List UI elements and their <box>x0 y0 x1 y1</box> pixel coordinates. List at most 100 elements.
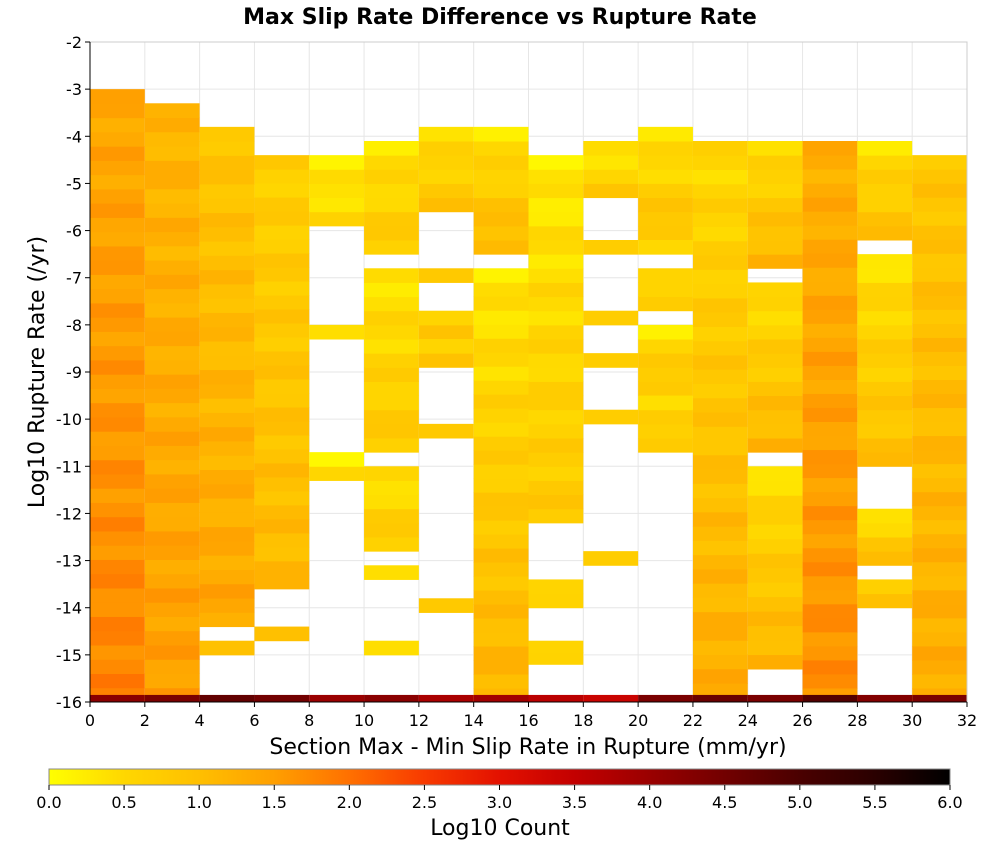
heatmap-cell <box>364 240 419 255</box>
heatmap-cell <box>144 416 200 432</box>
heatmap-cell <box>747 225 803 241</box>
heatmap-cell <box>418 339 474 354</box>
heatmap-cell <box>364 480 419 496</box>
heatmap-cell <box>692 683 748 698</box>
colorbar-tick-label: 5.5 <box>862 793 887 812</box>
heatmap-cell <box>857 268 913 283</box>
colorbar-tick-label: 1.0 <box>186 793 211 812</box>
heatmap-cell <box>528 593 584 609</box>
heatmap-cell <box>144 203 200 218</box>
heatmap-cell <box>857 225 913 241</box>
heatmap-cell <box>528 324 584 340</box>
heatmap-cell <box>638 324 693 340</box>
heatmap-cell <box>473 660 529 675</box>
heatmap-cell <box>364 155 419 170</box>
heatmap-cell <box>254 560 310 576</box>
x-tick-label: 16 <box>518 711 538 730</box>
heatmap-cell <box>144 302 200 318</box>
heatmap-cell <box>199 498 255 513</box>
heatmap-cell <box>473 506 529 521</box>
heatmap-cell <box>473 394 529 409</box>
heatmap-cell <box>199 398 255 413</box>
heatmap-cell <box>144 488 200 503</box>
heatmap-cell <box>199 326 255 342</box>
heatmap-cell <box>90 203 145 218</box>
y-tick-label: -5 <box>66 174 82 193</box>
heatmap-cell <box>857 155 913 170</box>
heatmap-cell <box>638 197 693 213</box>
x-tick-label: 24 <box>738 711 758 730</box>
heatmap-cell-bottom <box>583 694 639 702</box>
heatmap-cell <box>90 644 145 660</box>
heatmap-cell <box>199 640 255 656</box>
heatmap-cell <box>473 408 529 423</box>
heatmap-cell <box>747 480 803 496</box>
heatmap-cell <box>692 269 748 285</box>
heatmap-cell <box>144 359 200 375</box>
heatmap-cell <box>857 537 913 552</box>
heatmap-cell <box>912 225 967 240</box>
heatmap-cell <box>254 225 310 240</box>
heatmap-cell <box>802 225 858 240</box>
heatmap-cell <box>802 589 858 605</box>
heatmap-cell <box>912 435 967 451</box>
heatmap-cell <box>747 582 803 598</box>
x-tick-label: 32 <box>957 711 977 730</box>
heatmap-cell <box>802 603 858 619</box>
heatmap-cell <box>309 211 365 227</box>
heatmap-cell <box>802 239 858 254</box>
x-axis-label: Section Max - Min Slip Rate in Rupture (… <box>269 735 786 760</box>
heatmap-cell <box>747 538 803 554</box>
colorbar-tick-label: 4.5 <box>712 793 737 812</box>
heatmap-cell <box>638 282 693 298</box>
heatmap-cell <box>528 268 584 283</box>
heatmap-cell <box>912 323 967 338</box>
heatmap-cell-bottom <box>364 694 419 702</box>
heatmap-cell <box>857 579 913 595</box>
heatmap-cell <box>802 659 858 675</box>
heatmap-cell <box>583 240 639 255</box>
heatmap-cell <box>912 337 967 352</box>
y-tick-label: -12 <box>56 504 82 523</box>
heatmap-cell <box>747 423 803 439</box>
heatmap-cell <box>747 611 803 627</box>
heatmap-cell <box>912 295 967 310</box>
heatmap-cell <box>199 169 255 185</box>
heatmap-cell <box>144 616 200 632</box>
heatmap-cell <box>528 197 584 213</box>
heatmap-cell <box>802 197 858 212</box>
heatmap-cell <box>199 369 255 385</box>
colorbar-tick-labels: 0.0 0.5 1.0 1.5 2.0 2.5 3.0 3.5 4.0 4.5 5.0 5.5 6.0 <box>36 785 963 812</box>
heatmap-cell <box>638 240 693 255</box>
heatmap-cell <box>90 630 145 646</box>
x-tick-labels: 0 2 4 6 8 10 12 14 16 18 20 22 24 26 28 30 32 <box>85 702 977 730</box>
heatmap-cell <box>144 117 200 133</box>
heatmap-cell <box>912 211 967 226</box>
heatmap-cell <box>692 240 748 256</box>
heatmap-cell-bottom <box>692 694 748 702</box>
heatmap-cell <box>912 239 967 254</box>
heatmap-cell <box>254 546 310 562</box>
heatmap-cell <box>309 155 365 170</box>
heatmap-cell <box>638 211 693 227</box>
heatmap-cell <box>692 640 748 655</box>
heatmap-cell <box>199 141 255 156</box>
x-tick-label: 10 <box>354 711 374 730</box>
y-tick-label: -3 <box>66 80 82 99</box>
heatmap-cell-bottom <box>528 694 584 702</box>
heatmap-cell <box>802 155 858 170</box>
heatmap-cell <box>90 416 145 432</box>
heatmap-cell <box>418 423 474 439</box>
heatmap-cell <box>90 260 145 275</box>
heatmap-cell <box>473 197 529 213</box>
heatmap-cell <box>638 155 693 170</box>
heatmap-cell <box>473 520 529 535</box>
heatmap-cell <box>802 393 858 408</box>
y-tick-label: -10 <box>56 410 82 429</box>
heatmap-cell <box>857 254 913 269</box>
heatmap-cell <box>528 452 584 467</box>
heatmap-cell <box>309 169 365 184</box>
heatmap-cell <box>528 339 584 354</box>
heatmap-cell <box>254 392 310 408</box>
heatmap-cell <box>90 302 145 318</box>
